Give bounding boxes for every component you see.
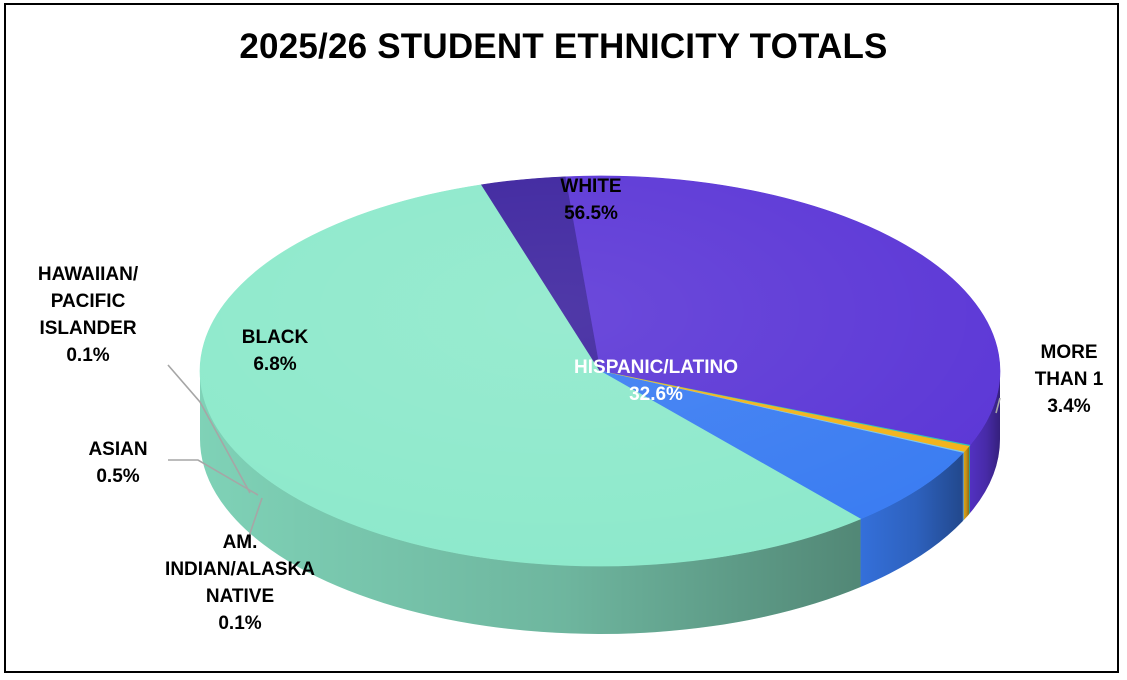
chart-title: 2025/26 STUDENT ETHNICITY TOTALS [239, 27, 888, 66]
pie-side-shade [969, 371, 1000, 514]
pie-side-shade [963, 446, 969, 520]
data-label-am-indian-alaska-native: AM. INDIAN/ALASKA NATIVE 0.1% [165, 532, 315, 634]
data-label-hispanic-latino: HISPANIC/LATINO 32.6% [574, 357, 738, 405]
pie-side-shade [200, 371, 861, 635]
pie-top-gloss [200, 176, 1000, 566]
pie-side-shade [968, 445, 970, 515]
leader-line-more-than-1 [995, 397, 1001, 414]
data-label-hawaiian-pacific-islander: HAWAIIAN/PACIFIC ISLANDER 0.1% [38, 264, 139, 366]
leader-line-hawaiian-pacific-islander [167, 364, 251, 494]
leader-line-asian [168, 459, 259, 496]
data-label-black: BLACK 6.8% [242, 327, 309, 375]
pie-side-shade [962, 451, 964, 522]
data-label-more-than-1: MORE THAN 1 3.4% [1035, 342, 1104, 417]
pie-side-shade [860, 453, 963, 587]
data-label-asian: ASIAN 0.5% [88, 439, 147, 487]
data-label-white: WHITE 56.5% [560, 176, 621, 224]
leader-line-am-indian-alaska-native [244, 497, 263, 549]
